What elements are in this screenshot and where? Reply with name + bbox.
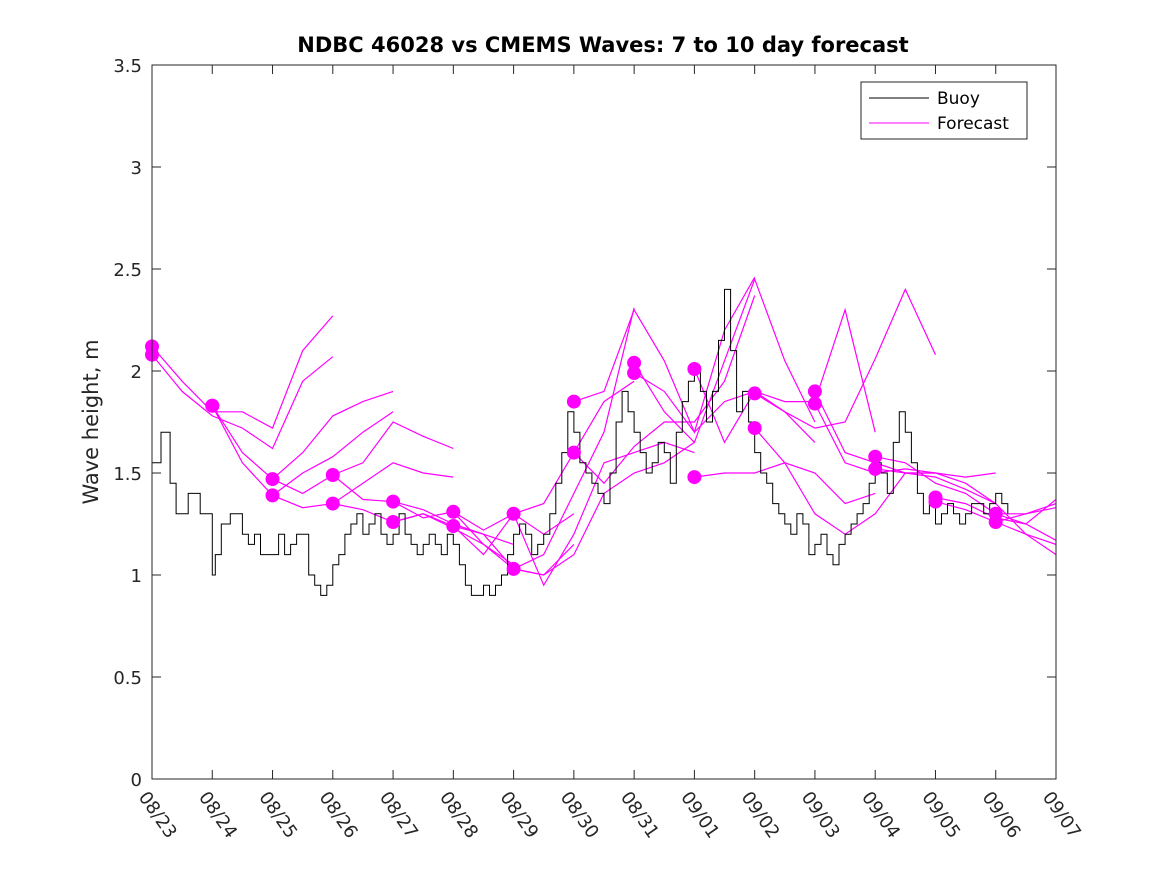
- forecast-start-marker-21: [747, 421, 762, 436]
- y-axis: 0 0.5 1 1.5 2 2.5 3 3.5: [113, 56, 1056, 791]
- forecast-line-1: [152, 354, 334, 450]
- forecast-start-marker-20: [747, 386, 762, 401]
- forecast-line-28: [995, 503, 1056, 515]
- forecast-start-marker-27: [928, 494, 943, 509]
- forecast-start-marker-19: [687, 470, 702, 485]
- forecast-start-marker-12: [506, 506, 521, 521]
- forecast-line-3: [211, 405, 394, 497]
- forecast-markers: [145, 339, 1003, 576]
- y-tick-label-6: 3: [131, 158, 142, 179]
- forecast-start-marker-18: [687, 362, 702, 376]
- buoy-line-group: [152, 288, 1009, 596]
- forecast-start-marker-22: [807, 384, 822, 399]
- y-tick-label-7: 3.5: [113, 56, 142, 77]
- forecast-line-11: [452, 380, 635, 556]
- forecast-start-marker-3: [205, 398, 220, 413]
- y-tick-label-0: 0: [131, 770, 142, 791]
- legend-buoy-label: Buoy: [937, 89, 980, 109]
- forecast-start-marker-24: [868, 449, 883, 464]
- y-tick-label-4: 2: [131, 362, 142, 383]
- forecast-start-marker-10: [446, 504, 461, 519]
- buoy-line: [152, 288, 1009, 596]
- forecast-start-marker-11: [446, 519, 461, 533]
- chart-title: NDBC 46028 vs CMEMS Waves: 7 to 10 day f…: [297, 33, 908, 57]
- forecast-start-marker-8: [386, 494, 401, 509]
- forecast-line-0: [152, 315, 334, 429]
- forecast-line-29: [995, 521, 1056, 545]
- forecast-start-marker-9: [386, 515, 401, 529]
- forecast-line-2: [211, 390, 394, 480]
- forecast-start-marker-6: [325, 468, 340, 482]
- forecast-start-marker-13: [506, 561, 521, 576]
- forecast-start-marker-29: [988, 515, 1003, 529]
- forecast-start-marker-7: [325, 496, 340, 511]
- forecast-line-5: [272, 462, 454, 509]
- forecast-start-marker-4: [265, 472, 280, 487]
- y-tick-label-1: 0.5: [113, 668, 142, 689]
- plot-frame: [151, 64, 1057, 780]
- legend-forecast-label: Forecast: [937, 114, 1009, 134]
- forecast-line-4: [272, 421, 454, 495]
- forecast-line-18: [693, 307, 876, 444]
- forecast-start-marker-23: [807, 396, 822, 411]
- y-axis-label: Wave height, m: [79, 339, 103, 504]
- forecast-line-16: [633, 277, 816, 444]
- y-tick-label-5: 2.5: [113, 260, 142, 281]
- forecast-line-23: [814, 403, 996, 478]
- y-tick-label-3: 1.5: [113, 464, 142, 485]
- legend: Buoy Forecast: [860, 81, 1028, 140]
- y-tick-label-2: 1: [131, 566, 142, 587]
- forecast-line-15: [573, 295, 756, 485]
- forecast-start-marker-15: [566, 445, 581, 460]
- forecast-start-marker-14: [566, 394, 581, 409]
- forecast-line-20: [754, 287, 937, 429]
- forecast-start-marker-5: [265, 488, 280, 503]
- legend-box: [860, 81, 1028, 140]
- forecast-start-marker-25: [868, 461, 883, 476]
- forecast-line-10: [452, 307, 635, 570]
- forecast-start-marker-17: [627, 366, 642, 380]
